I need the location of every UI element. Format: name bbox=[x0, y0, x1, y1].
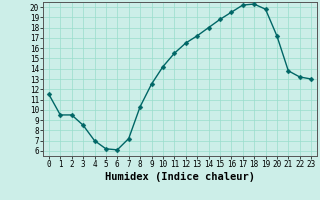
X-axis label: Humidex (Indice chaleur): Humidex (Indice chaleur) bbox=[105, 172, 255, 182]
